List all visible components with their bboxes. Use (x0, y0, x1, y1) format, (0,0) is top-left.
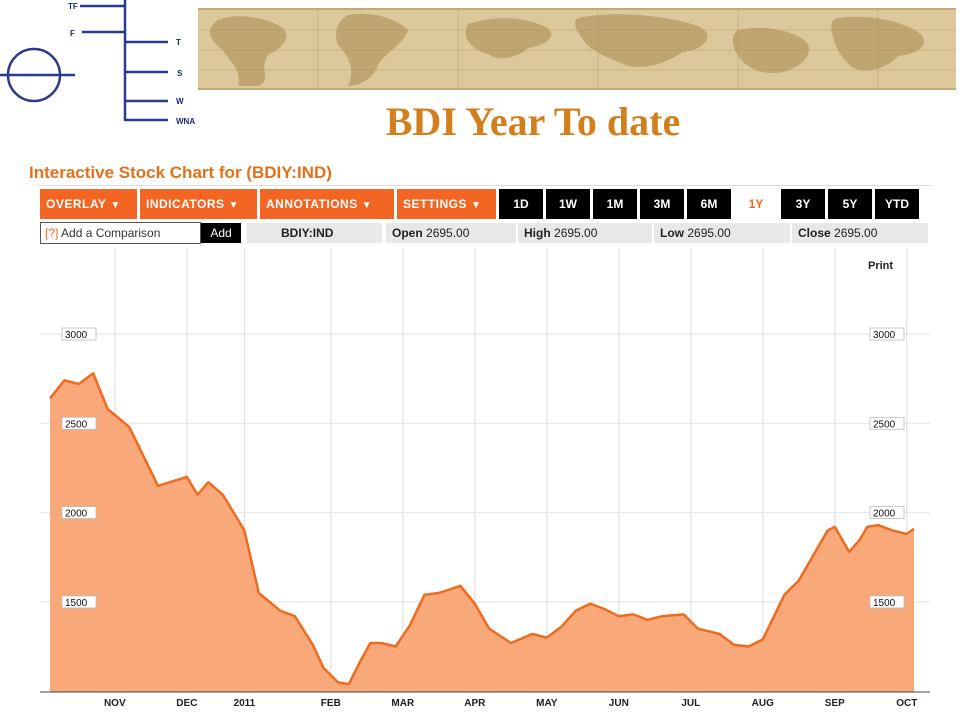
print-link[interactable]: Print (868, 260, 893, 272)
logo-label-w: W (176, 97, 184, 106)
chevron-down-icon: ▼ (471, 200, 482, 211)
indicators-menu-label: INDICATORS (146, 197, 225, 211)
annotations-menu-label: ANNOTATIONS (266, 197, 358, 211)
range-button-6m[interactable]: 6M (687, 189, 731, 219)
add-comparison-button[interactable]: Add (201, 223, 241, 243)
comparison-input[interactable]: [?] Add a Comparison (40, 222, 201, 244)
company-logo: TF F T S W WNA (0, 0, 195, 126)
open-quote: Open 2695.00 (386, 223, 516, 243)
divider (38, 185, 931, 186)
logo-label-tf: TF (68, 2, 78, 11)
close-value: 2695.00 (834, 226, 878, 240)
overlay-menu-label: OVERLAY (46, 197, 107, 211)
x-tick-label: SEP (825, 698, 845, 709)
comparison-placeholder: Add a Comparison (61, 226, 161, 240)
x-tick-label: NOV (104, 698, 126, 709)
range-button-1m[interactable]: 1M (593, 189, 637, 219)
widget-title: Interactive Stock Chart for (BDIY:IND) (29, 163, 332, 182)
y-tick-label-right: 3000 (873, 330, 896, 341)
y-tick-label-left: 2000 (65, 509, 88, 520)
y-tick-box (869, 327, 905, 341)
x-tick-label: FEB (321, 698, 341, 709)
range-button-3m[interactable]: 3M (640, 189, 684, 219)
low-label: Low (660, 226, 684, 240)
overlay-menu-button[interactable]: OVERLAY ▼ (40, 189, 137, 219)
x-tick-label: MAY (536, 698, 558, 709)
range-button-1y[interactable]: 1Y (734, 189, 778, 219)
settings-menu-button[interactable]: SETTINGS ▼ (397, 189, 496, 219)
range-button-1w[interactable]: 1W (546, 189, 590, 219)
y-tick-label-right: 1500 (873, 598, 896, 609)
high-value: 2695.00 (554, 226, 598, 240)
annotations-menu-button[interactable]: ANNOTATIONS ▼ (260, 189, 394, 219)
x-tick-label: AUG (752, 698, 774, 709)
open-value: 2695.00 (426, 226, 470, 240)
x-tick-label: DEC (176, 698, 197, 709)
x-tick-label: OCT (896, 698, 917, 709)
help-icon[interactable]: [?] (45, 226, 59, 240)
y-tick-box (869, 595, 905, 609)
low-quote: Low 2695.00 (654, 223, 790, 243)
y-tick-box (869, 416, 905, 430)
logo-label-wna: WNA (176, 117, 195, 126)
range-button-1d[interactable]: 1D (499, 189, 543, 219)
chart-toolbar: OVERLAY ▼ INDICATORS ▼ ANNOTATIONS ▼ SETTIN… (40, 189, 928, 219)
low-value: 2695.00 (687, 226, 731, 240)
range-button-3y[interactable]: 3Y (781, 189, 825, 219)
logo-label-s: S (177, 69, 183, 78)
x-tick-label: JUL (681, 698, 700, 709)
chevron-down-icon: ▼ (361, 200, 373, 211)
x-tick-label: MAR (391, 698, 415, 709)
x-tick-label: APR (464, 698, 486, 709)
symbol-cell: BDIY:IND (247, 223, 382, 243)
world-map-banner (198, 8, 956, 90)
chevron-down-icon: ▼ (228, 200, 239, 211)
slide-title: BDI Year To date (385, 99, 681, 144)
indicators-menu-button[interactable]: INDICATORS ▼ (140, 189, 257, 219)
comparison-row: [?] Add a Comparison Add BDIY:IND Open 2… (40, 222, 928, 244)
settings-menu-label: SETTINGS (403, 197, 468, 211)
series-area-fill (50, 373, 914, 692)
range-button-5y[interactable]: 5Y (828, 189, 872, 219)
high-quote: High 2695.00 (518, 223, 652, 243)
y-tick-box (61, 327, 97, 341)
y-tick-box (61, 595, 97, 609)
y-tick-label-left: 2500 (65, 419, 88, 430)
chevron-down-icon: ▼ (110, 200, 121, 211)
x-tick-label: 2011 (234, 698, 256, 709)
close-quote: Close 2695.00 (792, 223, 928, 243)
open-label: Open (392, 226, 423, 240)
range-button-ytd[interactable]: YTD (875, 189, 919, 219)
logo-label-f: F (70, 29, 75, 38)
y-tick-box (61, 506, 97, 520)
high-label: High (524, 226, 551, 240)
x-tick-label: JUN (609, 698, 629, 709)
close-label: Close (798, 226, 831, 240)
series-line (49, 372, 915, 686)
y-tick-label-left: 3000 (65, 330, 88, 341)
y-tick-box (61, 416, 97, 430)
y-tick-label-left: 1500 (65, 598, 88, 609)
logo-label-t: T (176, 38, 181, 47)
y-tick-label-right: 2500 (873, 419, 896, 430)
y-tick-box (869, 506, 905, 520)
y-tick-label-right: 2000 (873, 509, 896, 520)
